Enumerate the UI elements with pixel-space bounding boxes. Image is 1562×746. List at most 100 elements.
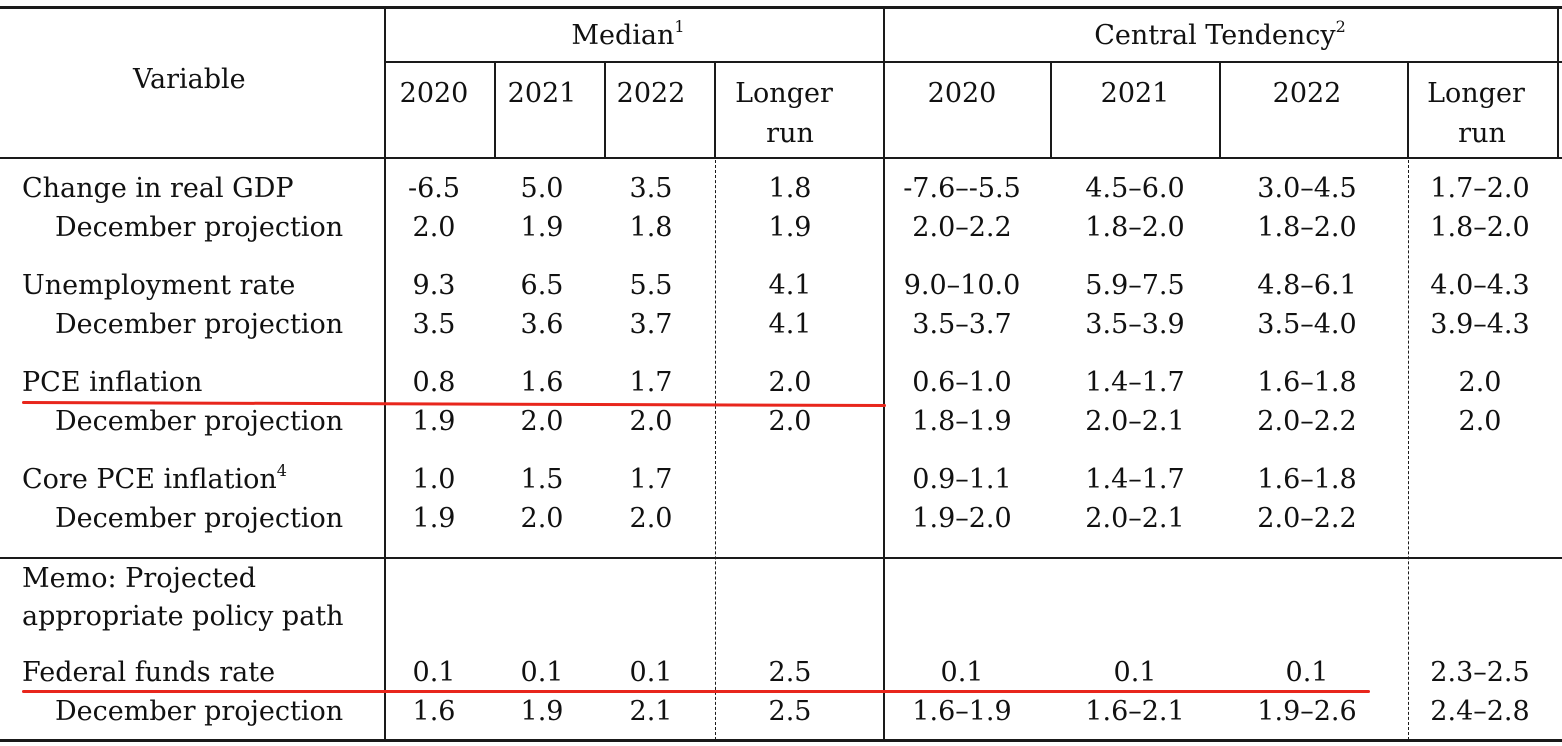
median-cell: 1.5 (520, 464, 564, 495)
central-tendency-cell: 1.4–1.7 (1085, 367, 1185, 398)
central-tendency-cell: 4.5–6.0 (1085, 173, 1185, 204)
median-cell: 1.9 (768, 212, 812, 243)
median-cell: 2.0 (629, 503, 673, 534)
central-tendency-cell: 2.0–2.2 (912, 212, 1012, 243)
memo-line1: Memo: Projected (22, 563, 257, 594)
central-year-2020: 2020 (927, 78, 997, 109)
median-2022-longer-header-divider (714, 62, 716, 158)
variable-column-divider (384, 7, 386, 740)
central-tendency-cell: 2.0–2.1 (1085, 406, 1185, 437)
central-tendency-cell: 2.0–2.2 (1257, 406, 1357, 437)
federal-funds-rate-red-underline (22, 690, 1370, 693)
median-year-2021: 2021 (507, 78, 577, 109)
central-tendency-cell: 3.9–4.3 (1430, 309, 1530, 340)
central-2022-longer-header-divider (1407, 62, 1409, 158)
row-label-december-projection: December projection (55, 503, 344, 534)
row-label-december-projection: December projection (55, 406, 344, 437)
median-longer-run-line2: run (766, 118, 814, 149)
table-right-edge (1557, 7, 1559, 158)
central-year-2021: 2021 (1100, 78, 1170, 109)
median-year-2022: 2022 (616, 78, 686, 109)
central-tendency-cell: 3.0–4.5 (1257, 173, 1357, 204)
median-cell: 1.6 (520, 367, 564, 398)
central-tendency-cell: 2.0 (1458, 406, 1502, 437)
variable-header: Variable (133, 64, 246, 95)
median-cell: 2.0 (629, 406, 673, 437)
central-tendency-cell: 5.9–7.5 (1085, 270, 1185, 301)
central-tendency-cell: 1.9–2.0 (912, 503, 1012, 534)
row-label: Core PCE inflation4 (22, 461, 287, 495)
median-cell: 2.0 (412, 212, 456, 243)
median-year-2020: 2020 (399, 78, 469, 109)
median-cell: 1.8 (768, 173, 812, 204)
bottom-rule (0, 739, 1562, 742)
median-longer-run-line1: Longer (735, 78, 833, 109)
central-2021-2022-header-divider (1219, 62, 1221, 158)
median-cell: -6.5 (407, 173, 461, 204)
median-cell: 0.1 (629, 657, 673, 688)
median-cell: 1.8 (629, 212, 673, 243)
central-tendency-cell: 1.7–2.0 (1430, 173, 1530, 204)
central-tendency-cell: -7.6–-5.5 (903, 173, 1021, 204)
median-2021-2022-header-divider (604, 62, 606, 158)
median-cell: 2.0 (768, 367, 812, 398)
median-cell: 3.6 (520, 309, 564, 340)
central-tendency-cell: 1.6–2.1 (1085, 696, 1185, 727)
median-cell: 0.8 (412, 367, 456, 398)
row-label-december-projection: December projection (55, 309, 344, 340)
median-header: Median1 (571, 17, 685, 51)
top-rule (0, 6, 1562, 9)
row-label: PCE inflation (22, 367, 203, 398)
central-tendency-cell: 1.9–2.6 (1257, 696, 1357, 727)
median-cell: 1.7 (629, 464, 673, 495)
median-cell: 5.0 (520, 173, 564, 204)
central-tendency-cell: 0.1 (1285, 657, 1329, 688)
central-year-2022: 2022 (1272, 78, 1342, 109)
central-tendency-cell: 0.1 (1113, 657, 1157, 688)
central-tendency-cell: 0.1 (940, 657, 984, 688)
memo-rule (0, 557, 1562, 559)
central-tendency-cell: 2.4–2.8 (1430, 696, 1530, 727)
median-cell: 2.0 (768, 406, 812, 437)
median-cell: 4.1 (768, 309, 812, 340)
median-cell: 2.1 (629, 696, 673, 727)
median-central-divider (883, 7, 885, 740)
central-tendency-cell: 2.0–2.2 (1257, 503, 1357, 534)
median-cell: 0.1 (412, 657, 456, 688)
row-label: Change in real GDP (22, 173, 294, 204)
median-cell: 1.7 (629, 367, 673, 398)
median-cell: 0.1 (520, 657, 564, 688)
central-tendency-cell: 1.4–1.7 (1085, 464, 1185, 495)
median-cell: 1.9 (520, 212, 564, 243)
central-tendency-cell: 1.8–2.0 (1257, 212, 1357, 243)
memo-line2: appropriate policy path (22, 601, 344, 632)
median-cell: 1.0 (412, 464, 456, 495)
header-group-rule (384, 61, 1562, 63)
median-cell: 2.0 (520, 503, 564, 534)
central-tendency-cell: 2.0–2.1 (1085, 503, 1185, 534)
central-tendency-cell: 1.8–1.9 (912, 406, 1012, 437)
median-cell: 2.0 (520, 406, 564, 437)
median-cell: 4.1 (768, 270, 812, 301)
central-longer-run-line1: Longer (1427, 78, 1525, 109)
median-cell: 3.5 (412, 309, 456, 340)
median-cell: 9.3 (412, 270, 456, 301)
median-cell: 3.7 (629, 309, 673, 340)
central-tendency-cell: 0.6–1.0 (912, 367, 1012, 398)
central-tendency-cell: 4.8–6.1 (1257, 270, 1357, 301)
median-cell: 1.9 (520, 696, 564, 727)
median-cell: 3.5 (629, 173, 673, 204)
median-cell: 1.9 (412, 503, 456, 534)
central-tendency-cell: 3.5–3.9 (1085, 309, 1185, 340)
row-label: Federal funds rate (22, 657, 276, 688)
central-tendency-cell: 1.6–1.8 (1257, 464, 1357, 495)
median-cell: 5.5 (629, 270, 673, 301)
median-cell: 1.6 (412, 696, 456, 727)
central-longer-run-dashed-divider (1408, 160, 1409, 740)
central-tendency-cell: 1.6–1.8 (1257, 367, 1357, 398)
row-label-december-projection: December projection (55, 696, 344, 727)
central-tendency-cell: 4.0–4.3 (1430, 270, 1530, 301)
median-cell: 2.5 (768, 696, 812, 727)
central-tendency-cell: 9.0–10.0 (903, 270, 1021, 301)
